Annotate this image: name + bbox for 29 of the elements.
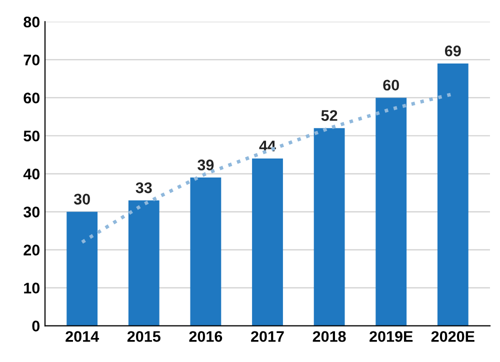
data-label: 39 <box>198 160 214 170</box>
x-tick-label: 2016 <box>189 331 222 342</box>
data-label: 60 <box>383 80 399 91</box>
data-label: 52 <box>321 110 338 121</box>
x-tick-label: 2018 <box>312 331 346 342</box>
y-tick-label: 80 <box>24 16 40 28</box>
x-tick-label: 2020E <box>431 331 474 342</box>
x-tick-label: 2019E <box>370 331 413 342</box>
bar <box>66 212 98 326</box>
y-tick-label: 70 <box>24 54 40 66</box>
y-tick-label: 50 <box>24 130 40 142</box>
bar <box>252 158 283 326</box>
data-label: 30 <box>74 194 90 205</box>
y-tick-label: 20 <box>24 244 40 256</box>
y-tick-label: 30 <box>24 206 40 218</box>
y-tick-label: 0 <box>32 320 40 332</box>
x-tick-label: 2014 <box>66 331 99 342</box>
x-tick-label: 2017 <box>251 331 284 342</box>
y-tick-label: 10 <box>24 282 40 294</box>
y-tick-label: 60 <box>24 92 40 104</box>
bar <box>437 64 468 326</box>
y-tick-label: 40 <box>23 168 40 180</box>
data-label: 33 <box>136 182 152 194</box>
data-label: 69 <box>444 46 461 56</box>
bar <box>314 128 345 326</box>
bar <box>190 178 222 326</box>
bar <box>128 200 160 326</box>
x-tick-label: 2015 <box>127 331 160 342</box>
bar <box>376 98 407 326</box>
